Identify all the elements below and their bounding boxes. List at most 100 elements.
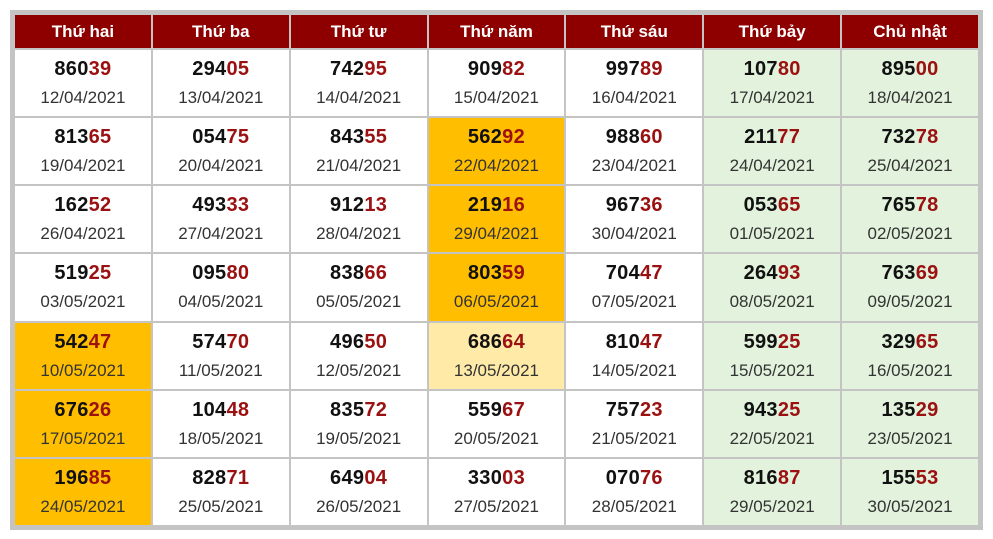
result-date: 24/04/2021 (729, 156, 815, 176)
result-date: 28/05/2021 (591, 496, 677, 516)
result-number-tail: 65 (88, 126, 112, 149)
result-number-tail: 03 (502, 466, 526, 489)
result-number-head: 053 (743, 194, 778, 217)
result-number: 91213 (291, 193, 427, 217)
result-number-tail: 76 (640, 466, 663, 489)
result-number-head: 211 (744, 126, 778, 149)
result-number: 49650 (291, 330, 427, 354)
result-number-tail: 71 (226, 466, 250, 489)
result-number-head: 803 (467, 262, 503, 285)
result-number: 15553 (842, 466, 978, 490)
result-cell: 91213 28/04/2021 (290, 186, 427, 253)
result-number-tail: 59 (502, 262, 526, 285)
result-number: 90982 (429, 57, 565, 81)
result-number-head: 493 (192, 194, 227, 217)
result-number-tail: 47 (88, 330, 112, 353)
result-cell: 10780 17/04/2021 (704, 50, 841, 117)
result-date: 08/05/2021 (729, 292, 815, 312)
result-number: 33003 (429, 466, 565, 490)
result-number: 29405 (153, 57, 289, 81)
result-number-head: 732 (881, 126, 916, 149)
result-date: 15/05/2021 (729, 360, 815, 380)
result-number-tail: 25 (777, 398, 801, 421)
result-cell: 68664 13/05/2021 (428, 322, 565, 389)
result-number-head: 943 (743, 398, 778, 421)
result-number-head: 704 (605, 262, 640, 285)
results-table-frame: Thứ hai Thứ ba Thứ tư Thứ năm Thứ sáu Th… (10, 10, 983, 530)
result-date: 18/04/2021 (867, 88, 953, 108)
result-number-head: 196 (54, 466, 89, 489)
result-number-tail: 72 (364, 398, 388, 421)
result-date: 03/05/2021 (40, 292, 126, 312)
header-tuesday: Thứ ba (152, 15, 289, 48)
result-number-tail: 25 (88, 262, 112, 285)
result-number-head: 757 (605, 398, 640, 421)
result-number-tail: 48 (226, 398, 250, 421)
result-cell: 59925 15/05/2021 (704, 322, 841, 389)
result-date: 17/05/2021 (40, 428, 126, 448)
result-number-head: 135 (881, 398, 916, 421)
table-row: 19685 24/05/2021 82871 25/05/2021 64904 26/05… (15, 458, 978, 525)
result-date: 13/04/2021 (178, 88, 264, 108)
result-date: 12/04/2021 (40, 88, 126, 108)
result-number: 84355 (291, 125, 427, 149)
result-date: 11/05/2021 (178, 360, 263, 380)
result-number-tail: 67 (502, 398, 526, 421)
results-table: Thứ hai Thứ ba Thứ tư Thứ năm Thứ sáu Th… (13, 13, 980, 527)
result-number: 21177 (704, 125, 840, 149)
table-row: 67626 17/05/2021 10448 18/05/2021 83572 19/05… (15, 390, 978, 457)
result-cell: 56292 22/04/2021 (428, 118, 565, 185)
result-cell: 10448 18/05/2021 (152, 390, 289, 457)
result-cell: 67626 17/05/2021 (15, 390, 151, 457)
result-number: 76369 (842, 261, 978, 285)
result-cell: 84355 21/04/2021 (290, 118, 427, 185)
result-date: 01/05/2021 (729, 224, 815, 244)
result-number-head: 765 (881, 194, 916, 217)
result-number-tail: 87 (777, 466, 801, 489)
result-number-head: 763 (881, 262, 916, 285)
result-number: 56292 (429, 125, 565, 149)
result-number-head: 496 (330, 330, 365, 353)
result-date: 29/04/2021 (453, 224, 539, 244)
result-number-tail: 55 (364, 126, 388, 149)
result-number-tail: 80 (226, 262, 250, 285)
result-date: 14/04/2021 (316, 88, 402, 108)
result-number-tail: 70 (226, 330, 250, 353)
result-number-head: 742 (330, 58, 365, 81)
result-cell: 15553 30/05/2021 (842, 458, 978, 525)
result-date: 25/04/2021 (867, 156, 953, 176)
result-number: 59925 (704, 330, 840, 354)
result-date: 27/05/2021 (453, 496, 539, 516)
result-date: 30/04/2021 (591, 224, 677, 244)
result-number-head: 649 (330, 466, 365, 489)
result-date: 09/05/2021 (867, 292, 953, 312)
result-number: 55967 (429, 398, 565, 422)
result-number: 86039 (15, 57, 151, 81)
result-number-head: 095 (192, 262, 227, 285)
result-number: 54247 (15, 330, 151, 354)
header-row: Thứ hai Thứ ba Thứ tư Thứ năm Thứ sáu Th… (15, 15, 978, 48)
result-number-tail: 00 (915, 58, 939, 81)
result-number: 81047 (566, 330, 702, 354)
result-number: 26493 (704, 261, 840, 285)
table-row: 51925 03/05/2021 09580 04/05/2021 83866 05/05… (15, 254, 978, 321)
result-date: 05/05/2021 (316, 292, 402, 312)
result-cell: 82871 25/05/2021 (152, 458, 289, 525)
header-monday: Thứ hai (15, 15, 151, 48)
result-cell: 96736 30/04/2021 (566, 186, 703, 253)
result-number-tail: 78 (915, 194, 939, 217)
header-wednesday: Thứ tư (290, 15, 427, 48)
result-number-head: 676 (54, 398, 89, 421)
result-number-head: 054 (192, 126, 227, 149)
result-number-tail: 33 (226, 194, 250, 217)
result-number-head: 104 (192, 398, 227, 421)
result-number-tail: 47 (640, 262, 663, 285)
result-date: 22/04/2021 (453, 156, 539, 176)
result-number: 82871 (153, 466, 289, 490)
result-number-tail: 65 (915, 330, 939, 353)
result-number: 67626 (15, 398, 151, 422)
header-saturday: Thứ bảy (704, 15, 841, 48)
result-number: 07076 (566, 466, 702, 490)
result-number-tail: 69 (915, 262, 939, 285)
result-number: 13529 (842, 398, 978, 422)
